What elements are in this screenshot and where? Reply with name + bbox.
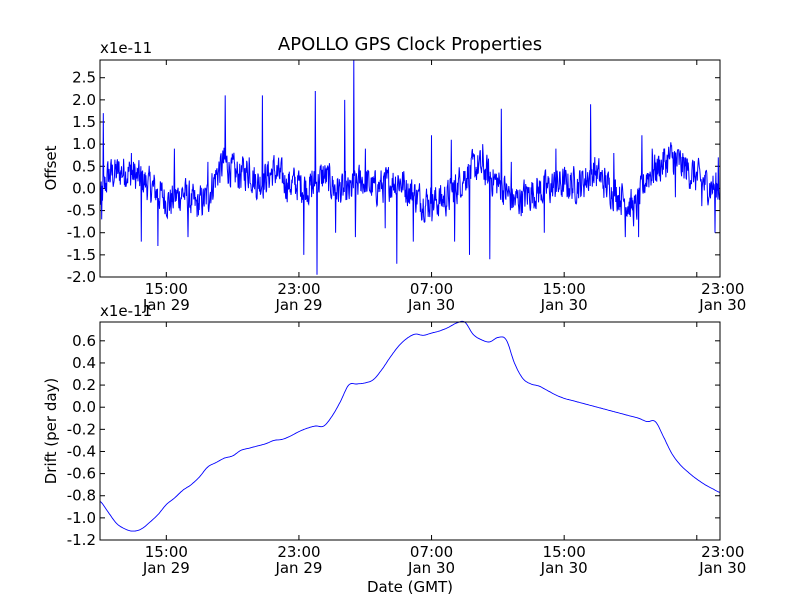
offset-x-tick-date-label: Jan 30	[407, 296, 455, 314]
offset-y-tick-label: 2.0	[72, 91, 96, 109]
drift-y-tick-label: -0.8	[67, 487, 96, 505]
offset-y-tick-label: -1.0	[67, 224, 96, 242]
drift-x-tick-time-label: 15:00	[543, 543, 586, 561]
drift-x-tick-date-label: Jan 29	[142, 559, 190, 577]
offset-y-tick-label: -1.5	[67, 246, 96, 264]
drift-x-tick-date-label: Jan 29	[274, 559, 322, 577]
offset-x-tick-date-label: Jan 30	[540, 296, 588, 314]
drift-y-axis-label: Drift (per day)	[42, 378, 60, 485]
drift-axis-ticks: -1.2 -1.0 -0.8 -0.6 -0.4 -0.2 0.0 0.2 0.4 0.6 15:0…	[67, 322, 746, 577]
drift-x-tick-time-label: 07:00	[410, 543, 453, 561]
offset-plot-frame	[99, 59, 721, 278]
offset-y-tick-label: 0.5	[72, 157, 96, 175]
offset-y-tick-label: 1.0	[72, 135, 96, 153]
drift-y-tick-label: 0.4	[72, 354, 96, 372]
drift-y-tick-label: -0.4	[67, 442, 96, 460]
offset-x-tick-time-label: 15:00	[145, 280, 188, 298]
drift-x-tick-time-label: 23:00	[277, 543, 320, 561]
offset-scale-multiplier: x1e-11	[100, 39, 152, 57]
drift-series-line	[99, 320, 721, 532]
offset-x-tick-time-label: 23:00	[701, 280, 744, 298]
drift-panel: -1.2 -1.0 -0.8 -0.6 -0.4 -0.2 0.0 0.2 0.4 0.6 15:0…	[42, 302, 746, 596]
offset-axis-ticks: -2.0-1.5-1.0-0.50.00.51.01.52.02.515:00J…	[67, 60, 746, 314]
drift-y-tick-label: 0.6	[72, 332, 96, 350]
offset-x-tick-time-label: 15:00	[543, 280, 586, 298]
offset-series-line	[99, 59, 721, 275]
drift-y-tick-label: -1.2	[67, 531, 96, 549]
drift-plot-frame	[99, 321, 721, 541]
offset-x-tick-time-label: 07:00	[410, 280, 453, 298]
drift-x-axis-label: Date (GMT)	[367, 578, 453, 596]
offset-x-tick-date-label: Jan 29	[274, 296, 322, 314]
offset-y-tick-label: 0.0	[72, 179, 96, 197]
offset-x-tick-date-label: Jan 29	[142, 296, 190, 314]
offset-line-path	[99, 59, 721, 275]
offset-y-tick-label: 2.5	[72, 69, 96, 87]
offset-y-tick-label: 1.5	[72, 113, 96, 131]
drift-x-tick-time-label: 23:00	[701, 543, 744, 561]
drift-line-path	[99, 320, 721, 532]
offset-panel: -2.0-1.5-1.0-0.50.00.51.01.52.02.515:00J…	[42, 39, 746, 314]
offset-y-axis-label: Offset	[42, 145, 60, 190]
drift-x-tick-time-label: 15:00	[145, 543, 188, 561]
drift-scale-multiplier: x1e-11	[100, 302, 152, 320]
drift-x-tick-date-label: Jan 30	[540, 559, 588, 577]
offset-y-tick-label: -2.0	[67, 268, 96, 286]
offset-x-tick-date-label: Jan 30	[698, 296, 746, 314]
offset-x-tick-time-label: 23:00	[277, 280, 320, 298]
drift-y-tick-label: 0.0	[72, 398, 96, 416]
drift-x-tick-date-label: Jan 30	[407, 559, 455, 577]
drift-y-tick-label: 0.2	[72, 376, 96, 394]
drift-y-tick-label: -0.6	[67, 465, 96, 483]
offset-y-tick-label: -0.5	[67, 202, 96, 220]
drift-y-tick-label: -1.0	[67, 509, 96, 527]
chart-title: APOLLO GPS Clock Properties	[278, 34, 542, 55]
drift-x-tick-date-label: Jan 30	[698, 559, 746, 577]
drift-y-tick-label: -0.2	[67, 420, 96, 438]
